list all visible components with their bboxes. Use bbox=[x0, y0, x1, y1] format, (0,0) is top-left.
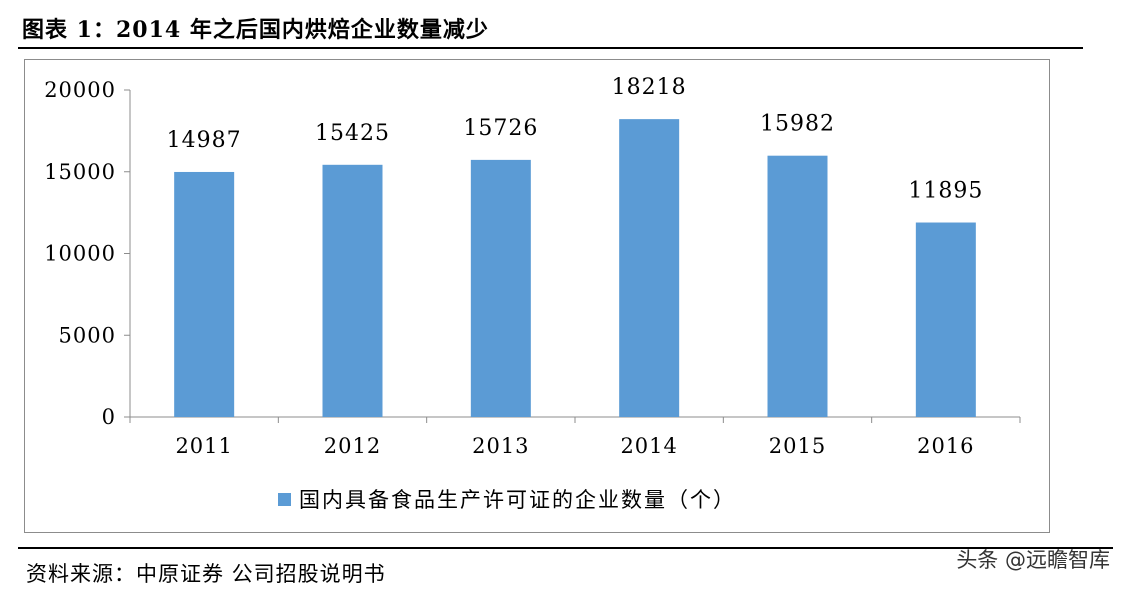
bar bbox=[322, 164, 383, 417]
x-tick-label: 2015 bbox=[769, 434, 826, 458]
y-tick-label: 15000 bbox=[44, 160, 116, 184]
watermark: 头条 @远瞻智库 bbox=[956, 548, 1110, 572]
x-tick-label: 2016 bbox=[917, 434, 974, 458]
x-tick-label: 2013 bbox=[472, 434, 529, 458]
y-tick-label: 10000 bbox=[44, 242, 116, 266]
bar bbox=[174, 171, 235, 417]
y-tick-label: 5000 bbox=[59, 323, 116, 347]
x-tick-label: 2011 bbox=[175, 434, 232, 458]
title-rule bbox=[18, 47, 1083, 49]
y-tick-label: 0 bbox=[102, 405, 116, 429]
legend-label: 国内具备食品生产许可证的企业数量（个） bbox=[299, 488, 736, 512]
legend: 国内具备食品生产许可证的企业数量（个） bbox=[278, 486, 736, 512]
bar bbox=[915, 222, 976, 417]
legend-swatch bbox=[278, 492, 291, 506]
bar bbox=[619, 119, 680, 418]
y-tick-label: 20000 bbox=[44, 78, 116, 102]
bar bbox=[767, 155, 828, 417]
bar bbox=[470, 159, 531, 418]
source-rule bbox=[18, 547, 1113, 549]
data-label: 18218 bbox=[612, 75, 687, 100]
chart-title: 图表 1：2014 年之后国内烘焙企业数量减少 bbox=[22, 17, 489, 43]
data-label: 15425 bbox=[315, 121, 390, 146]
data-label: 15982 bbox=[760, 112, 835, 137]
data-label: 14987 bbox=[167, 128, 242, 153]
x-tick-label: 2012 bbox=[324, 434, 381, 458]
x-tick-label: 2014 bbox=[620, 434, 677, 458]
source-note: 资料来源：中原证券 公司招股说明书 bbox=[26, 562, 386, 586]
chart-frame bbox=[24, 59, 1050, 533]
data-label: 15726 bbox=[463, 116, 538, 141]
data-label: 11895 bbox=[908, 179, 983, 204]
